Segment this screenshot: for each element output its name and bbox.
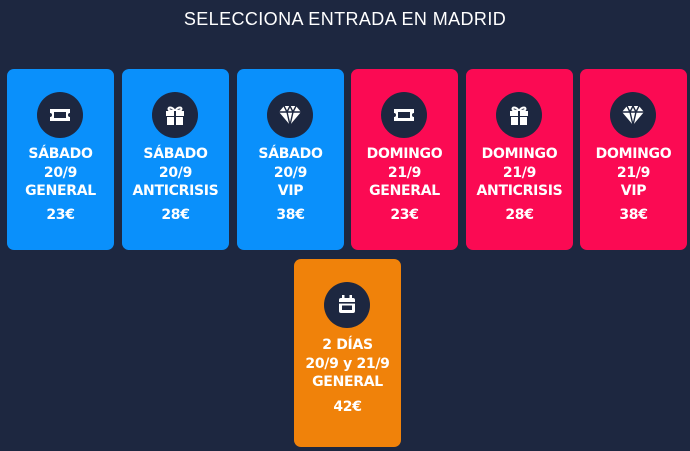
ticket-card-saturday-anticrisis[interactable]: SÁBADO 20/9 ANTICRISIS 28€ <box>122 69 229 250</box>
ticket-type: ANTICRISIS <box>132 183 219 199</box>
ticket-date: 21/9 <box>387 164 422 181</box>
diamond-icon <box>267 92 313 138</box>
ticket-day: DOMINGO <box>481 146 558 162</box>
ticket-day: SÁBADO <box>143 146 208 162</box>
ticket-card-two-days-general[interactable]: 2 DÍAS 20/9 y 21/9 GENERAL 42€ <box>294 259 401 447</box>
gift-icon <box>152 92 198 138</box>
ticket-card-sunday-anticrisis[interactable]: DOMINGO 21/9 ANTICRISIS 28€ <box>466 69 573 250</box>
ticket-day: DOMINGO <box>366 146 443 162</box>
ticket-price: 38€ <box>276 207 305 223</box>
ticket-type: VIP <box>620 183 647 199</box>
ticket-type: ANTICRISIS <box>476 183 563 199</box>
ticket-price: 28€ <box>161 207 190 223</box>
ticket-date: 21/9 <box>502 164 537 181</box>
ticket-card-saturday-vip[interactable]: SÁBADO 20/9 VIP 38€ <box>237 69 344 250</box>
ticket-day: SÁBADO <box>28 146 93 162</box>
ticket-card-text: SÁBADO 20/9 VIP <box>237 145 344 201</box>
ticket-card-text: SÁBADO 20/9 GENERAL <box>7 145 114 201</box>
ticket-date: 20/9 <box>158 164 193 181</box>
diamond-icon <box>610 92 656 138</box>
ticket-price: 38€ <box>619 207 648 223</box>
page-title: SELECCIONA ENTRADA EN MADRID <box>183 9 507 29</box>
ticket-price: 28€ <box>505 207 534 223</box>
ticket-card-text: DOMINGO 21/9 ANTICRISIS <box>466 145 573 201</box>
ticket-icon <box>37 92 83 138</box>
ticket-card-saturday-general[interactable]: SÁBADO 20/9 GENERAL 23€ <box>7 69 114 250</box>
ticket-price: 23€ <box>390 207 419 223</box>
ticket-price: 42€ <box>333 399 362 415</box>
ticket-card-text: 2 DÍAS 20/9 y 21/9 GENERAL <box>294 336 401 392</box>
ticket-type: VIP <box>277 183 304 199</box>
ticket-day: 2 DÍAS <box>322 337 373 353</box>
ticket-type: GENERAL <box>369 183 440 199</box>
ticket-card-sunday-general[interactable]: DOMINGO 21/9 GENERAL 23€ <box>351 69 458 250</box>
ticket-icon <box>381 92 427 138</box>
ticket-date: 20/9 <box>43 164 78 181</box>
ticket-date: 21/9 <box>616 164 651 181</box>
ticket-card-text: DOMINGO 21/9 VIP <box>580 145 687 201</box>
ticket-day: SÁBADO <box>258 146 323 162</box>
ticket-card-text: SÁBADO 20/9 ANTICRISIS <box>122 145 229 201</box>
gift-icon <box>496 92 542 138</box>
ticket-card-sunday-vip[interactable]: DOMINGO 21/9 VIP 38€ <box>580 69 687 250</box>
ticket-date: 20/9 <box>273 164 308 181</box>
ticket-type: GENERAL <box>312 374 383 390</box>
ticket-type: GENERAL <box>25 183 96 199</box>
calendar-icon <box>324 282 370 328</box>
ticket-price: 23€ <box>46 207 75 223</box>
ticket-date: 20/9 y 21/9 <box>305 355 390 372</box>
ticket-card-text: DOMINGO 21/9 GENERAL <box>351 145 458 201</box>
ticket-day: DOMINGO <box>595 146 672 162</box>
